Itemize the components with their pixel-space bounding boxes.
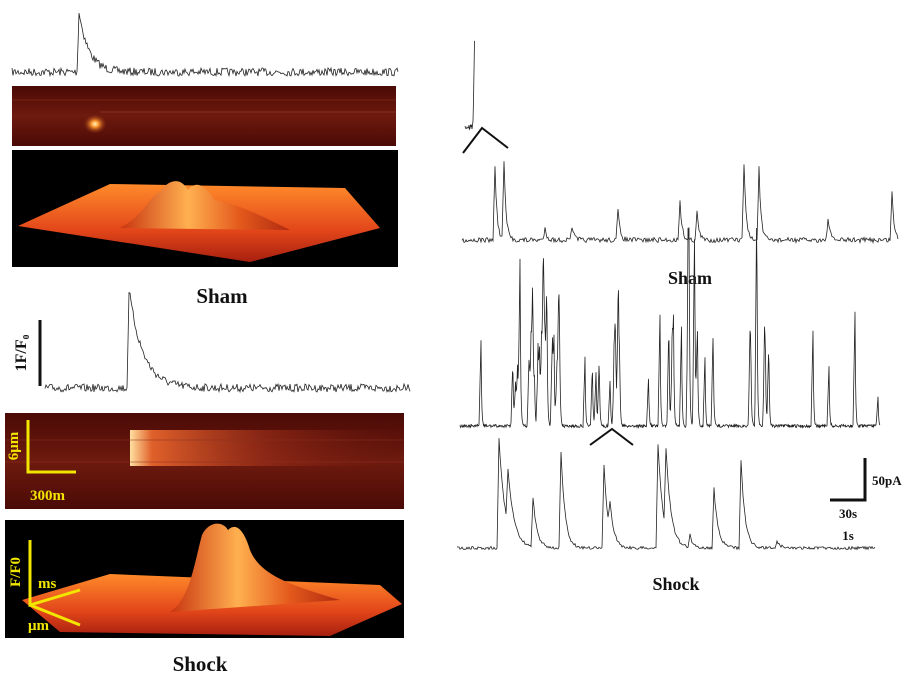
panel-label: Sham [668,268,712,288]
axis-label: ms [38,576,56,592]
trace [12,13,398,76]
scale-label: 30s [839,506,857,521]
trace [465,41,475,129]
trace [462,161,898,242]
scale-bar [830,458,865,500]
calcium-spark [83,114,107,134]
axis-label: F/F0 [8,557,24,587]
zoom-marker [590,429,633,445]
scale-label: 50pA [872,473,902,488]
linescan-image [12,86,396,146]
trace [457,438,875,549]
scale-label: 1s [842,528,854,543]
trace [460,227,880,427]
panel-label: Shock [652,574,699,594]
axis-label: μm [28,618,50,634]
scale-label: 300m [30,488,66,504]
scale-label: 1F/F₀ [13,334,30,371]
zoom-marker [463,128,508,153]
scale-label: 6μm [6,431,22,460]
figure: Sham 1F/F₀ 6μm 300m F/F0 ms μm Shock Sha… [0,0,906,678]
panel-label: Shock [173,652,228,676]
panel-label: Sham [196,284,248,308]
calcium-wave [130,430,404,466]
